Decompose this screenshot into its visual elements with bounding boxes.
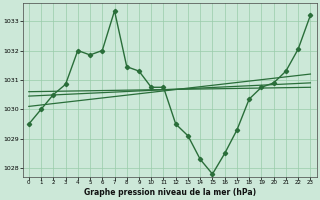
X-axis label: Graphe pression niveau de la mer (hPa): Graphe pression niveau de la mer (hPa) — [84, 188, 256, 197]
